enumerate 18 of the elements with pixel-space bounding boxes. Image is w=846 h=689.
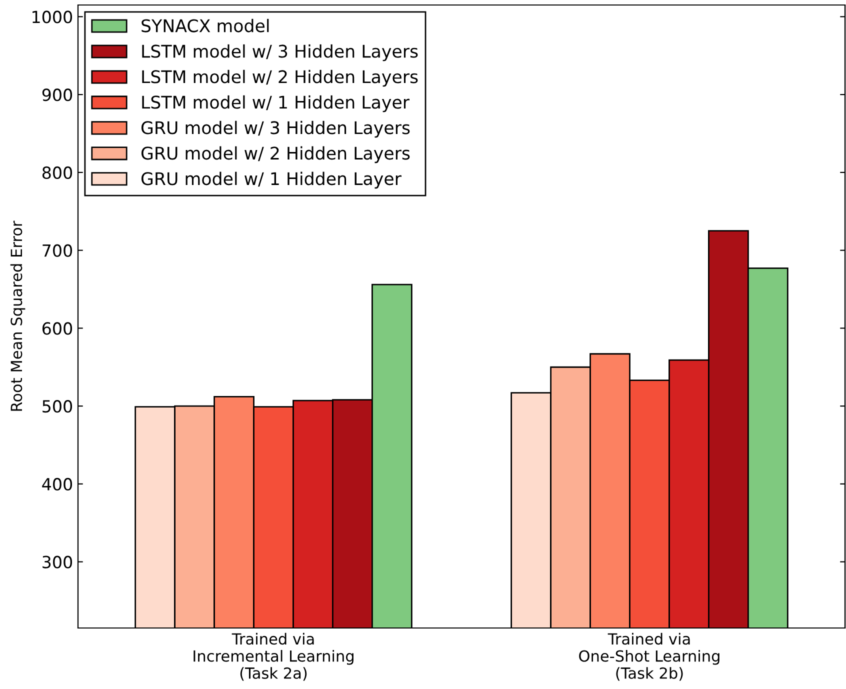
legend-label: SYNACX model	[142, 18, 269, 32]
y-tick-label: 900	[42, 88, 72, 102]
legend-label: LSTM model w/ 3 Hidden Layers	[142, 44, 418, 62]
y-tick-label: 400	[42, 478, 72, 490]
y-tick-label: 800	[42, 166, 72, 179]
y-tick-label: 600	[42, 322, 72, 335]
y-tick-label: 500	[42, 400, 72, 413]
y-tick-label: 1000	[32, 10, 72, 24]
x-tick-label: Trained via Incremental Learning (Task 2a)	[194, 632, 354, 681]
legend-label: GRU model w/ 3 Hidden Layers	[141, 120, 410, 138]
y-axis-title: Root Mean Squared Error	[10, 220, 26, 411]
x-tick-label: Trained via One-Shot Learning (Task 2b)	[579, 632, 720, 681]
y-tick-label: 300	[42, 556, 72, 568]
legend-label: LSTM model w/ 2 Hidden Layers	[142, 70, 418, 87]
legend-label: GRU model w/ 1 Hidden Layer	[141, 172, 402, 189]
legend-label: LSTM model w/ 1 Hidden Layer	[142, 95, 410, 112]
legend-label: GRU model w/ 2 Hidden Layers	[141, 146, 410, 164]
y-tick-label: 700	[42, 244, 72, 257]
